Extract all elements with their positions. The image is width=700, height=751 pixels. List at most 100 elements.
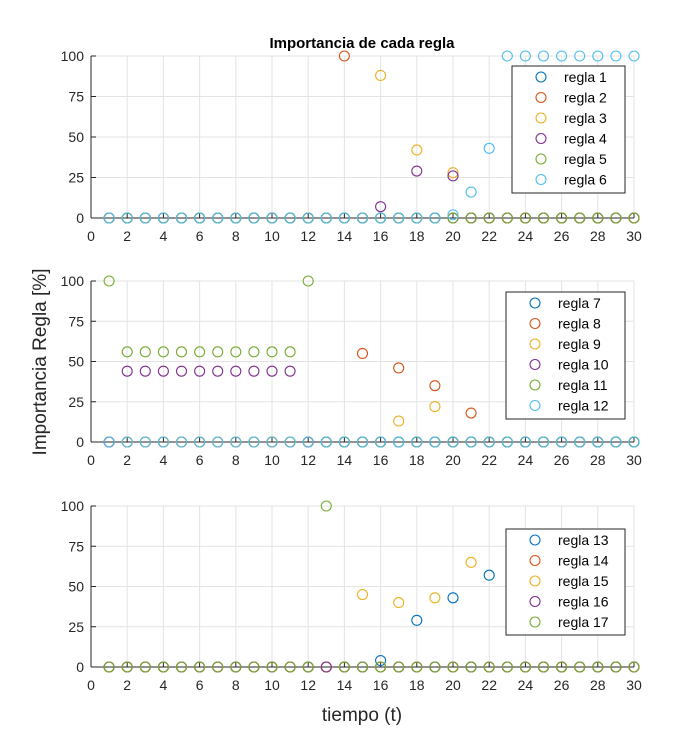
data-point — [139, 436, 151, 448]
data-point — [248, 346, 260, 358]
data-point — [230, 212, 242, 224]
data-point — [356, 212, 369, 224]
data-point — [194, 661, 206, 673]
data-point — [248, 436, 260, 448]
data-point — [121, 661, 133, 673]
data-point — [284, 346, 296, 358]
data-point — [483, 436, 495, 448]
legend-label: regla 9 — [558, 336, 601, 352]
data-point — [157, 212, 169, 224]
data-point — [447, 167, 459, 179]
x-axis-label: tiempo (t) — [322, 705, 402, 726]
data-point — [338, 661, 350, 673]
x-tick-label: 2 — [123, 452, 131, 468]
subplot-1: 0 2 4 6 8 10 12 14 16 18 20 22 24 26 28 300255075100reg… — [61, 48, 642, 244]
x-tick-label: 18 — [409, 677, 425, 693]
x-tick-label: 10 — [264, 228, 280, 244]
legend-label: regla 8 — [558, 316, 601, 332]
data-point — [175, 436, 188, 448]
x-tick-label: 26 — [554, 452, 570, 468]
data-point — [248, 212, 260, 224]
data-point — [103, 436, 115, 448]
legend-label: regla 3 — [564, 110, 607, 126]
data-point — [465, 436, 477, 448]
data-point — [320, 436, 332, 448]
legend: regla 1 regla 2 regla 3 regla 4 regla 5 regla… — [511, 65, 626, 194]
data-point — [139, 661, 151, 673]
data-point — [121, 212, 133, 224]
data-point — [139, 365, 151, 377]
data-point — [194, 365, 206, 377]
data-point — [302, 436, 314, 448]
data-point — [175, 346, 188, 358]
data-point — [212, 436, 224, 448]
y-tick-label: 0 — [76, 434, 84, 450]
data-point — [212, 212, 224, 224]
data-point — [121, 365, 133, 377]
data-point — [230, 661, 242, 673]
data-point — [556, 50, 568, 62]
data-point — [157, 346, 169, 358]
x-tick-label: 28 — [590, 677, 606, 693]
x-tick-label: 20 — [445, 228, 461, 244]
data-point — [465, 407, 477, 419]
data-point — [429, 661, 441, 673]
legend-label: regla 13 — [558, 532, 609, 548]
data-point — [175, 212, 188, 224]
data-point — [411, 144, 423, 156]
x-tick-label: 12 — [300, 677, 316, 693]
x-tick-label: 0 — [87, 677, 95, 693]
y-tick-label: 50 — [68, 129, 84, 145]
x-tick-label: 20 — [445, 452, 461, 468]
data-point — [483, 569, 495, 581]
data-point — [139, 212, 151, 224]
x-tick-label: 24 — [518, 452, 534, 468]
data-point — [465, 186, 477, 198]
data-point — [501, 50, 513, 62]
y-tick-label: 25 — [68, 394, 84, 410]
legend-label: regla 17 — [558, 614, 609, 630]
data-point — [375, 69, 387, 81]
legend-marker — [529, 399, 541, 412]
x-tick-label: 22 — [481, 677, 497, 693]
data-point — [610, 436, 622, 448]
data-point — [429, 380, 441, 392]
legend-label: regla 1 — [564, 69, 607, 85]
legend-marker — [529, 616, 541, 628]
data-point — [157, 661, 169, 673]
data-point — [121, 436, 133, 448]
data-point — [628, 661, 640, 673]
data-point — [429, 436, 441, 448]
data-point — [284, 365, 296, 377]
data-point — [230, 346, 242, 358]
data-point — [447, 436, 459, 448]
y-tick-label: 75 — [68, 89, 84, 105]
x-tick-label: 8 — [232, 228, 240, 244]
legend-label: regla 6 — [564, 172, 607, 188]
y-tick-label: 0 — [76, 210, 84, 226]
x-tick-label: 0 — [87, 228, 95, 244]
data-point — [537, 50, 550, 62]
data-point — [519, 50, 531, 62]
data-point — [429, 592, 441, 604]
y-tick-label: 100 — [61, 273, 85, 289]
data-point — [411, 165, 423, 177]
data-point — [230, 365, 242, 377]
x-tick-label: 28 — [590, 452, 606, 468]
data-point — [411, 661, 423, 673]
legend-marker — [529, 379, 541, 391]
data-point — [248, 661, 260, 673]
x-tick-label: 6 — [196, 452, 204, 468]
x-tick-label: 30 — [626, 677, 642, 693]
x-tick-label: 6 — [196, 228, 204, 244]
chart-title: Importancia de cada regla — [269, 35, 455, 52]
x-tick-label: 14 — [337, 452, 353, 468]
data-point — [501, 436, 513, 448]
x-tick-label: 4 — [160, 677, 168, 693]
x-tick-label: 8 — [232, 677, 240, 693]
data-point — [592, 212, 604, 224]
data-point — [483, 142, 495, 154]
data-point — [375, 212, 387, 224]
legend: regla 13 regla 14 regla 15 regla 16 regla 17 — [505, 528, 626, 636]
data-point — [248, 365, 260, 377]
